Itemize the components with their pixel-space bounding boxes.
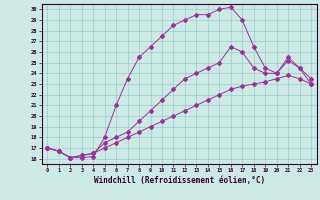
- X-axis label: Windchill (Refroidissement éolien,°C): Windchill (Refroidissement éolien,°C): [94, 176, 265, 185]
